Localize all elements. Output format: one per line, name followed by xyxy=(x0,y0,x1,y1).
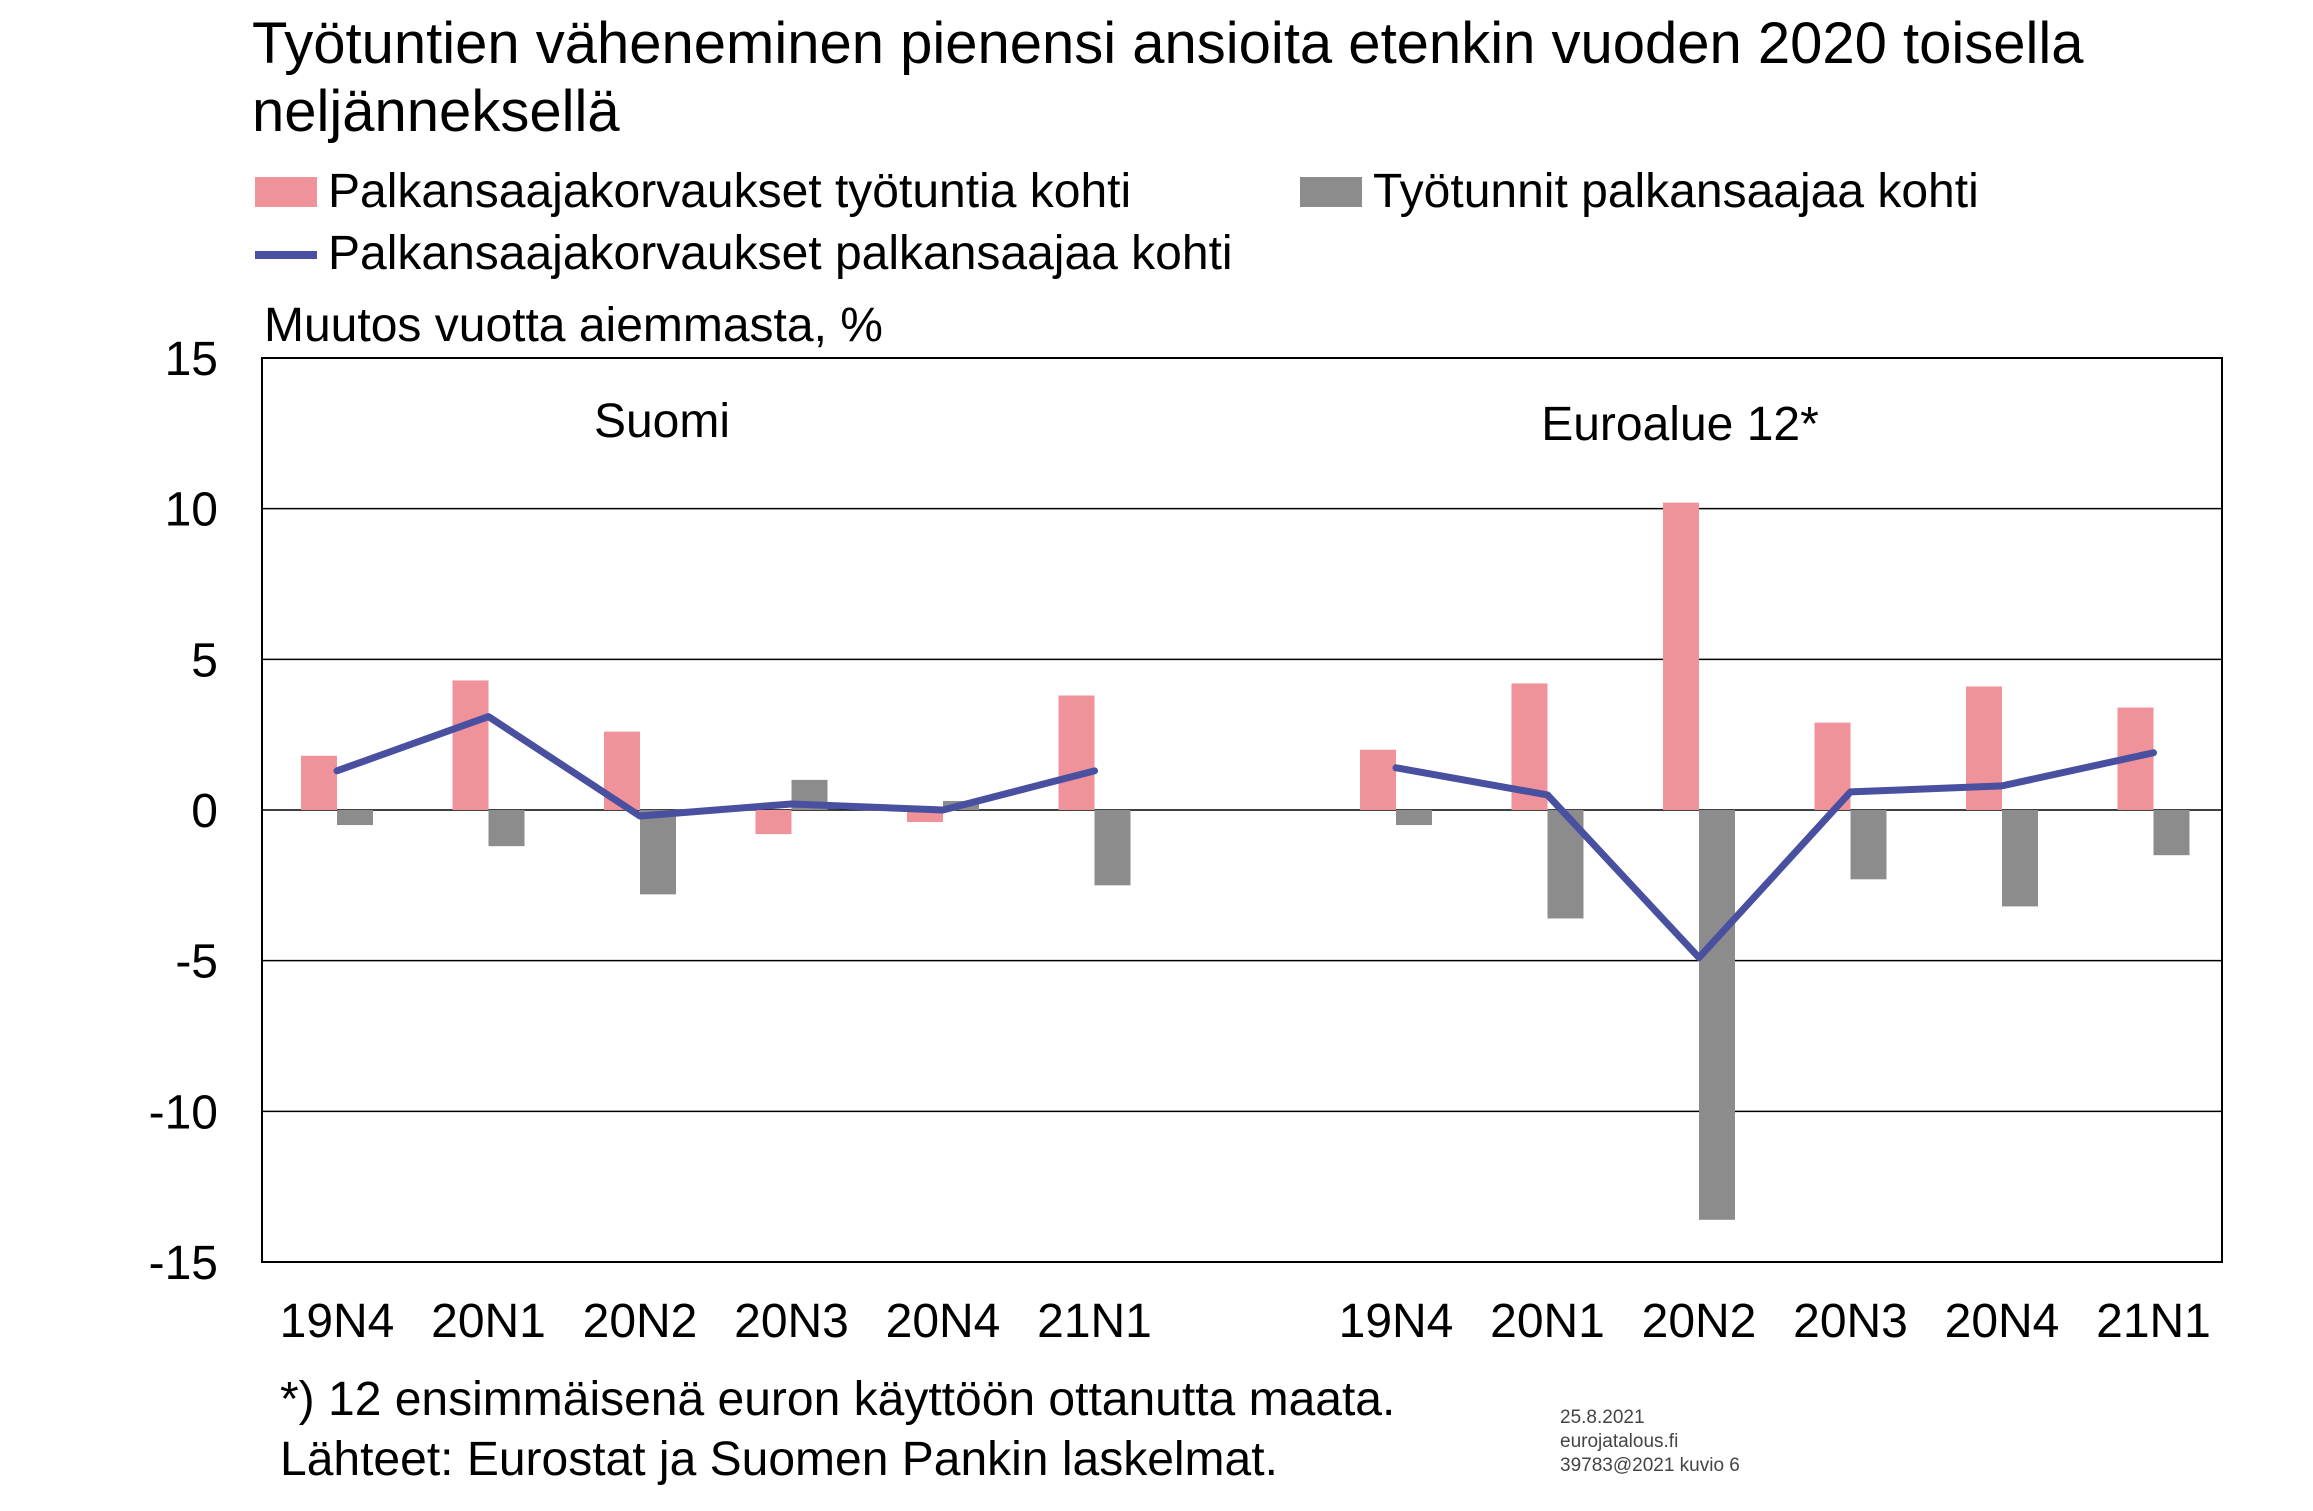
bar-hours xyxy=(2153,810,2190,856)
footnote-countries: *) 12 ensimmäisenä euron käyttöön ottanu… xyxy=(280,1373,1396,1426)
bar-hours xyxy=(1396,810,1432,826)
meta-date: 25.8.2021 xyxy=(1560,1407,1645,1428)
y-tick-label: 5 xyxy=(191,634,218,687)
bar-hours xyxy=(488,810,525,847)
x-tick-label: 20N3 xyxy=(1793,1295,1908,1348)
y-tick-label: -5 xyxy=(175,936,218,989)
y-axis-label: Muutos vuotta aiemmasta, % xyxy=(264,299,883,352)
y-tick-label: -10 xyxy=(149,1086,218,1139)
legend-label-hours: Työtunnit palkansaajaa kohti xyxy=(1373,165,1979,218)
legend-swatch-employee-comp xyxy=(255,251,317,259)
chart-title: Työtuntien väheneminen pienensi ansioita… xyxy=(252,11,2084,144)
x-tick-label: 20N4 xyxy=(886,1295,1001,1348)
line-employee-comp xyxy=(1392,749,2157,962)
x-tick-label: 19N4 xyxy=(1339,1295,1454,1348)
group-label: Euroalue 12* xyxy=(1541,398,1819,451)
x-tick-label: 20N2 xyxy=(1642,1295,1757,1348)
line-employee-comp xyxy=(333,713,1098,820)
bar-hours xyxy=(1699,810,1735,1220)
bar-hourly-comp xyxy=(1966,686,2002,810)
bar-hourly-comp xyxy=(301,755,337,810)
footnote-sources: Lähteet: Eurostat ja Suomen Pankin laske… xyxy=(280,1433,1278,1486)
x-tick-label: 20N1 xyxy=(1490,1295,1605,1348)
legend-swatch-hours xyxy=(1300,177,1362,207)
x-tick-label: 21N1 xyxy=(2096,1295,2211,1348)
x-tick-label: 20N3 xyxy=(734,1295,849,1348)
meta-id: 39783@2021 kuvio 6 xyxy=(1560,1455,1740,1476)
group-label: Suomi xyxy=(594,395,730,448)
x-tick-label: 20N1 xyxy=(431,1295,546,1348)
bar-hourly-comp xyxy=(1058,695,1095,810)
bar-hourly-comp xyxy=(1360,749,1396,810)
y-tick-label: 15 xyxy=(165,333,218,386)
y-tick-label: -15 xyxy=(149,1237,218,1290)
bar-hourly-comp xyxy=(755,810,792,835)
y-tick-label: 10 xyxy=(165,484,218,537)
bar-hourly-comp xyxy=(452,680,489,810)
meta-site: eurojatalous.fi xyxy=(1560,1431,1679,1452)
x-tick-label: 21N1 xyxy=(1037,1295,1152,1348)
legend-label-hourly-comp: Palkansaajakorvaukset työtuntia kohti xyxy=(328,165,1132,218)
y-tick-label: 0 xyxy=(191,785,218,838)
legend-swatch-hourly-comp xyxy=(255,177,317,207)
bar-hourly-comp xyxy=(1663,502,1699,810)
x-tick-label: 19N4 xyxy=(280,1295,395,1348)
x-tick-label: 20N4 xyxy=(1945,1295,2060,1348)
bar-hours xyxy=(640,810,676,895)
legend-label-employee-comp: Palkansaajakorvaukset palkansaajaa kohti xyxy=(328,227,1233,280)
x-tick-label: 20N2 xyxy=(583,1295,698,1348)
plot-frame xyxy=(261,357,2223,1263)
bar-hours xyxy=(1850,810,1887,880)
bar-hours xyxy=(2002,810,2038,907)
bar-hours xyxy=(337,810,373,826)
bar-hours xyxy=(1094,810,1131,886)
